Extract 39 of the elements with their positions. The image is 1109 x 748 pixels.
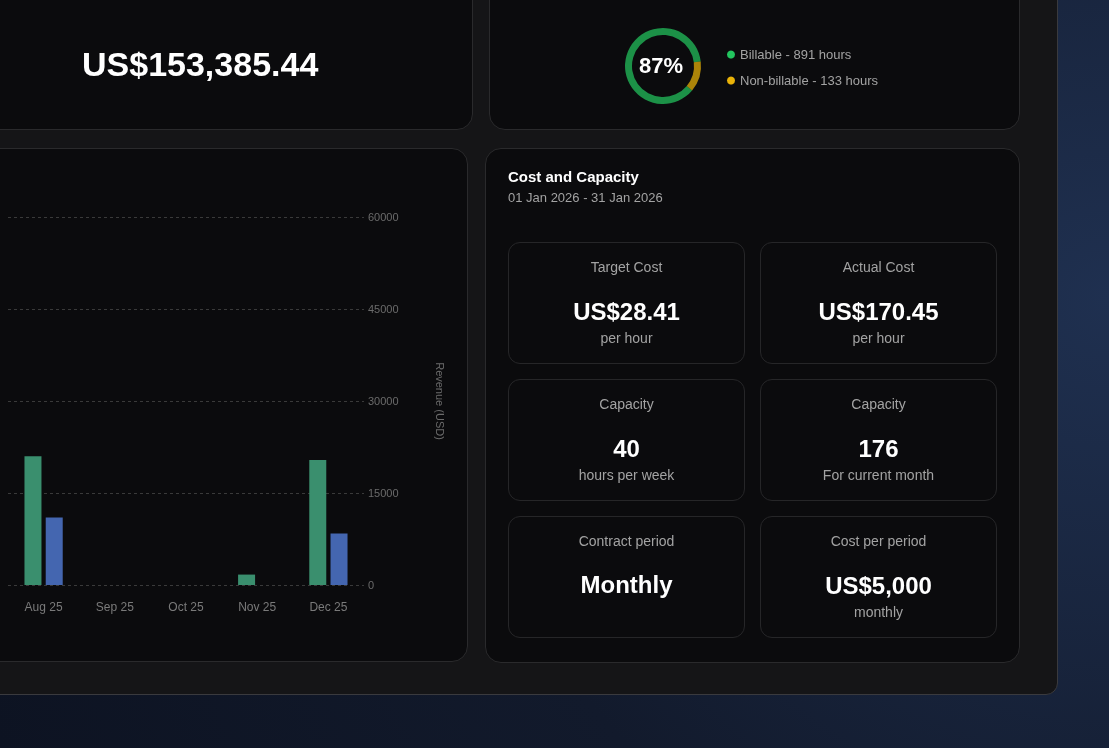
- text: Capacity: [850, 396, 907, 412]
- bar: [238, 574, 256, 585]
- text: monthly: [853, 604, 904, 620]
- text: 40: [612, 435, 641, 463]
- bar: [45, 517, 63, 585]
- text: US$153,385.44: [82, 45, 319, 84]
- text: per hour: [599, 330, 654, 346]
- bar: [330, 533, 348, 585]
- text: US$170.45: [817, 298, 940, 326]
- y-tick-label: 0: [368, 579, 375, 591]
- text: per hour: [851, 330, 906, 346]
- x-tick-label: Nov 25: [238, 600, 277, 614]
- text: Target Cost: [589, 259, 664, 275]
- bar: [309, 459, 327, 585]
- text: US$5,000: [824, 572, 933, 600]
- text: 01 Jan 2026 - 31 Jan 2026: [508, 190, 663, 205]
- text: Actual Cost: [841, 259, 916, 275]
- y-axis-title: Revenue (USD): [433, 362, 446, 440]
- text: For current month: [821, 467, 936, 483]
- text: Cost per period: [829, 533, 928, 549]
- y-tick-label: 60000: [368, 211, 399, 223]
- text: 176: [857, 435, 900, 463]
- legend-label: Billable - 891 hours: [740, 47, 852, 62]
- text: Contract period: [577, 533, 676, 549]
- x-tick-label: Sep 25: [95, 600, 135, 614]
- x-tick-label: Aug 25: [24, 600, 63, 614]
- x-tick-label: Oct 25: [168, 600, 204, 614]
- text: US$28.41: [572, 298, 681, 326]
- y-tick-label: 30000: [368, 395, 399, 407]
- text: 87%: [639, 52, 684, 78]
- x-tick-label: Dec 25: [309, 600, 348, 614]
- text: Cost and Capacity: [508, 168, 640, 185]
- y-tick-label: 45000: [368, 303, 399, 315]
- bar: [24, 456, 42, 585]
- legend-label: Non-billable - 133 hours: [740, 73, 879, 88]
- text: hours per week: [577, 467, 676, 483]
- text: Monthly: [579, 571, 674, 599]
- y-tick-label: 15000: [368, 487, 399, 499]
- text: Capacity: [598, 396, 655, 412]
